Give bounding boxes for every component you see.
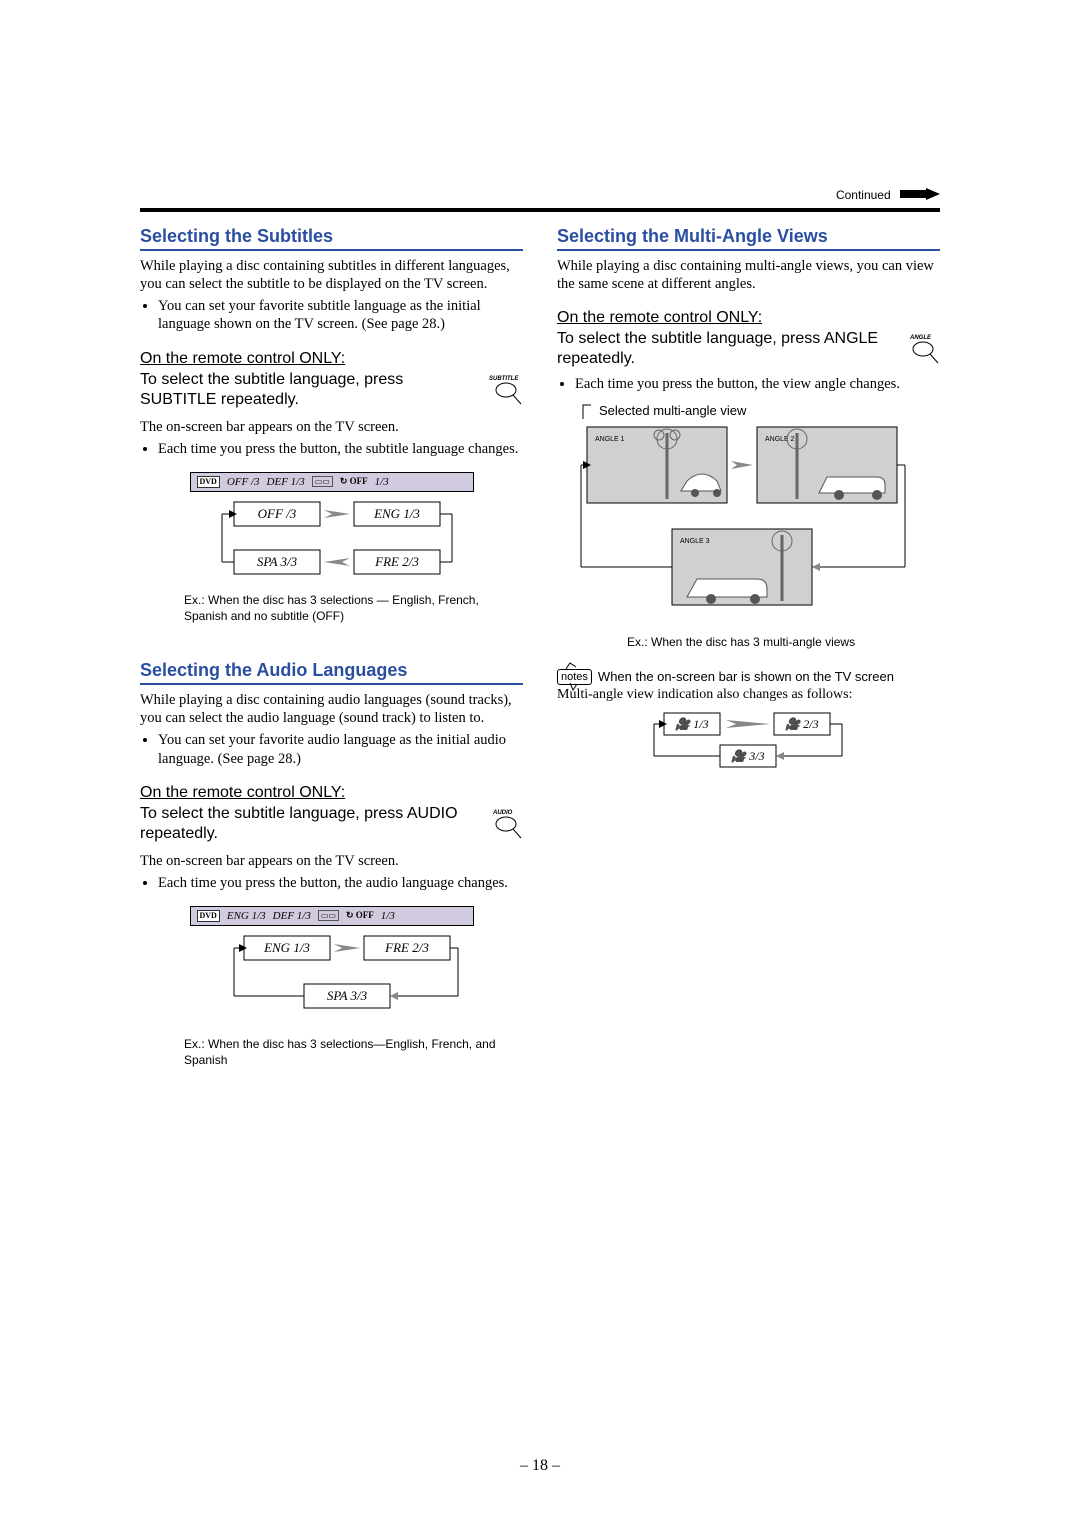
angle-fig-label: Selected multi-angle view [599,403,746,418]
audio-bullets: You can set your favorite audio language… [140,731,523,767]
osd-seg-dolby: ▭▭ [312,476,333,487]
section-title-subtitles: Selecting the Subtitles [140,226,523,251]
audio-cycle-a: ENG 1/3 [263,940,310,955]
cycle-box-d: FRE 2/3 [374,554,419,569]
columns: Selecting the Subtitles While playing a … [140,226,940,1068]
top-rule [140,208,940,212]
angle-panel-2-label: ANGLE 2 [765,436,795,443]
osd2-seg-dolby: ▭▭ [318,910,339,921]
notes-text: When the on-screen bar is shown on the T… [598,669,894,684]
angle-instruction-row: To select the subtitle language, press A… [557,329,940,371]
notes-icon: notes [557,669,592,685]
subtitles-after-bullets: Each time you press the button, the subt… [140,440,523,458]
angle-panel-3-label: ANGLE 3 [680,538,710,545]
angle-instruction: To select the subtitle language, press A… [557,329,898,369]
audio-button-label: AUDIO [492,810,513,816]
audio-intro: While playing a disc containing audio la… [140,691,523,727]
audio-bullet-1: You can set your favorite audio language… [158,731,523,767]
subtitle-button-icon: SUBTITLE [489,372,523,411]
section-title-audio: Selecting the Audio Languages [140,660,523,685]
audio-instruction: To select the subtitle language, press A… [140,804,481,844]
subtitles-example: Ex.: When the disc has 3 selections — En… [184,592,523,624]
cycle-box-b: ENG 1/3 [373,506,420,521]
audio-after-bullets: Each time you press the button, the audi… [140,874,523,892]
osd2-seg-a: ENG 1/3 [227,910,266,922]
subtitle-button-label: SUBTITLE [489,376,519,382]
audio-after-1: The on-screen bar appears on the TV scre… [140,852,523,870]
angle-intro: While playing a disc containing multi-an… [557,257,940,293]
angle-panel-1-label: ANGLE 1 [595,436,625,443]
continued-label: Continued [836,188,940,203]
subtitles-remote-only: On the remote control ONLY: [140,350,523,368]
audio-after-bullet: Each time you press the button, the audi… [158,874,523,892]
osd-seg-a: OFF /3 [227,476,260,488]
osd2-seg-c: ↻ OFF [346,910,374,921]
page: Continued Selecting the Subtitles While … [0,0,1080,1529]
angle-button-icon: ANGLE [906,331,940,370]
section-audio: Selecting the Audio Languages While play… [140,660,523,1068]
notes-row: notes When the on-screen bar is shown on… [557,669,940,685]
subtitles-bullet-1: You can set your favorite subtitle langu… [158,297,523,333]
osd-seg-d: 1/3 [375,476,389,488]
angle-views-figure: Selected multi-angle view ANGLE 1 ANGLE … [577,403,940,626]
angle-cycle-b: 🎥 2/3 [785,717,818,731]
angle-follow-text: Multi-angle view indication also changes… [557,687,940,703]
angle-cycle-a: 🎥 1/3 [675,717,708,731]
dvd-logo: DVD [197,476,220,488]
angle-after-bullets: Each time you press the button, the view… [557,375,940,393]
osd2-seg-b: DEF 1/3 [273,910,311,922]
osd-seg-b: DEF 1/3 [267,476,305,488]
subtitles-osd-bar: DVD OFF /3 DEF 1/3 ▭▭ ↻ OFF 1/3 [190,472,474,492]
angle-example: Ex.: When the disc has 3 multi-angle vie… [627,634,940,650]
angle-cycle-c: 🎥 3/3 [731,749,764,763]
audio-example: Ex.: When the disc has 3 selections—Engl… [184,1036,523,1068]
audio-remote-only: On the remote control ONLY: [140,784,523,802]
section-title-angle: Selecting the Multi-Angle Views [557,226,940,251]
audio-button-icon: AUDIO [489,806,523,845]
continued-text: Continued [836,188,891,202]
cycle-box-a: OFF /3 [257,506,296,521]
audio-cycle-c: SPA 3/3 [326,988,367,1003]
callout-bracket-icon [577,403,595,421]
dvd-logo-2: DVD [197,910,220,922]
subtitles-instruction: To select the subtitle language, press S… [140,370,481,410]
cycle-box-c: SPA 3/3 [256,554,297,569]
angle-after-bullet: Each time you press the button, the view… [575,375,940,393]
right-column: Selecting the Multi-Angle Views While pl… [557,226,940,1068]
page-number: – 18 – [0,1457,1080,1475]
audio-instruction-row: To select the subtitle language, press A… [140,804,523,846]
subtitles-cycle: OFF /3 ENG 1/3 SPA 3/3 FRE 2/3 [204,498,460,584]
subtitles-instruction-row: To select the subtitle language, press S… [140,370,523,412]
audio-cycle-b: FRE 2/3 [384,940,429,955]
subtitles-bullets: You can set your favorite subtitle langu… [140,297,523,333]
subtitles-after-bullet: Each time you press the button, the subt… [158,440,523,458]
subtitles-after-1: The on-screen bar appears on the TV scre… [140,418,523,436]
angle-remote-only: On the remote control ONLY: [557,309,940,327]
continued-arrow-icon [900,188,940,203]
subtitles-intro: While playing a disc containing subtitle… [140,257,523,293]
angle-button-label: ANGLE [909,335,932,341]
osd2-seg-d: 1/3 [381,910,395,922]
audio-osd-bar: DVD ENG 1/3 DEF 1/3 ▭▭ ↻ OFF 1/3 [190,906,474,926]
angle-indicator-cycle: 🎥 1/3 🎥 2/3 🎥 3/3 [644,709,854,776]
audio-cycle: ENG 1/3 FRE 2/3 SPA 3/3 [204,932,460,1028]
angle-views-illustration: ANGLE 1 ANGLE 2 ANGLE [577,421,907,621]
osd-seg-c: ↻ OFF [340,476,368,487]
left-column: Selecting the Subtitles While playing a … [140,226,523,1068]
